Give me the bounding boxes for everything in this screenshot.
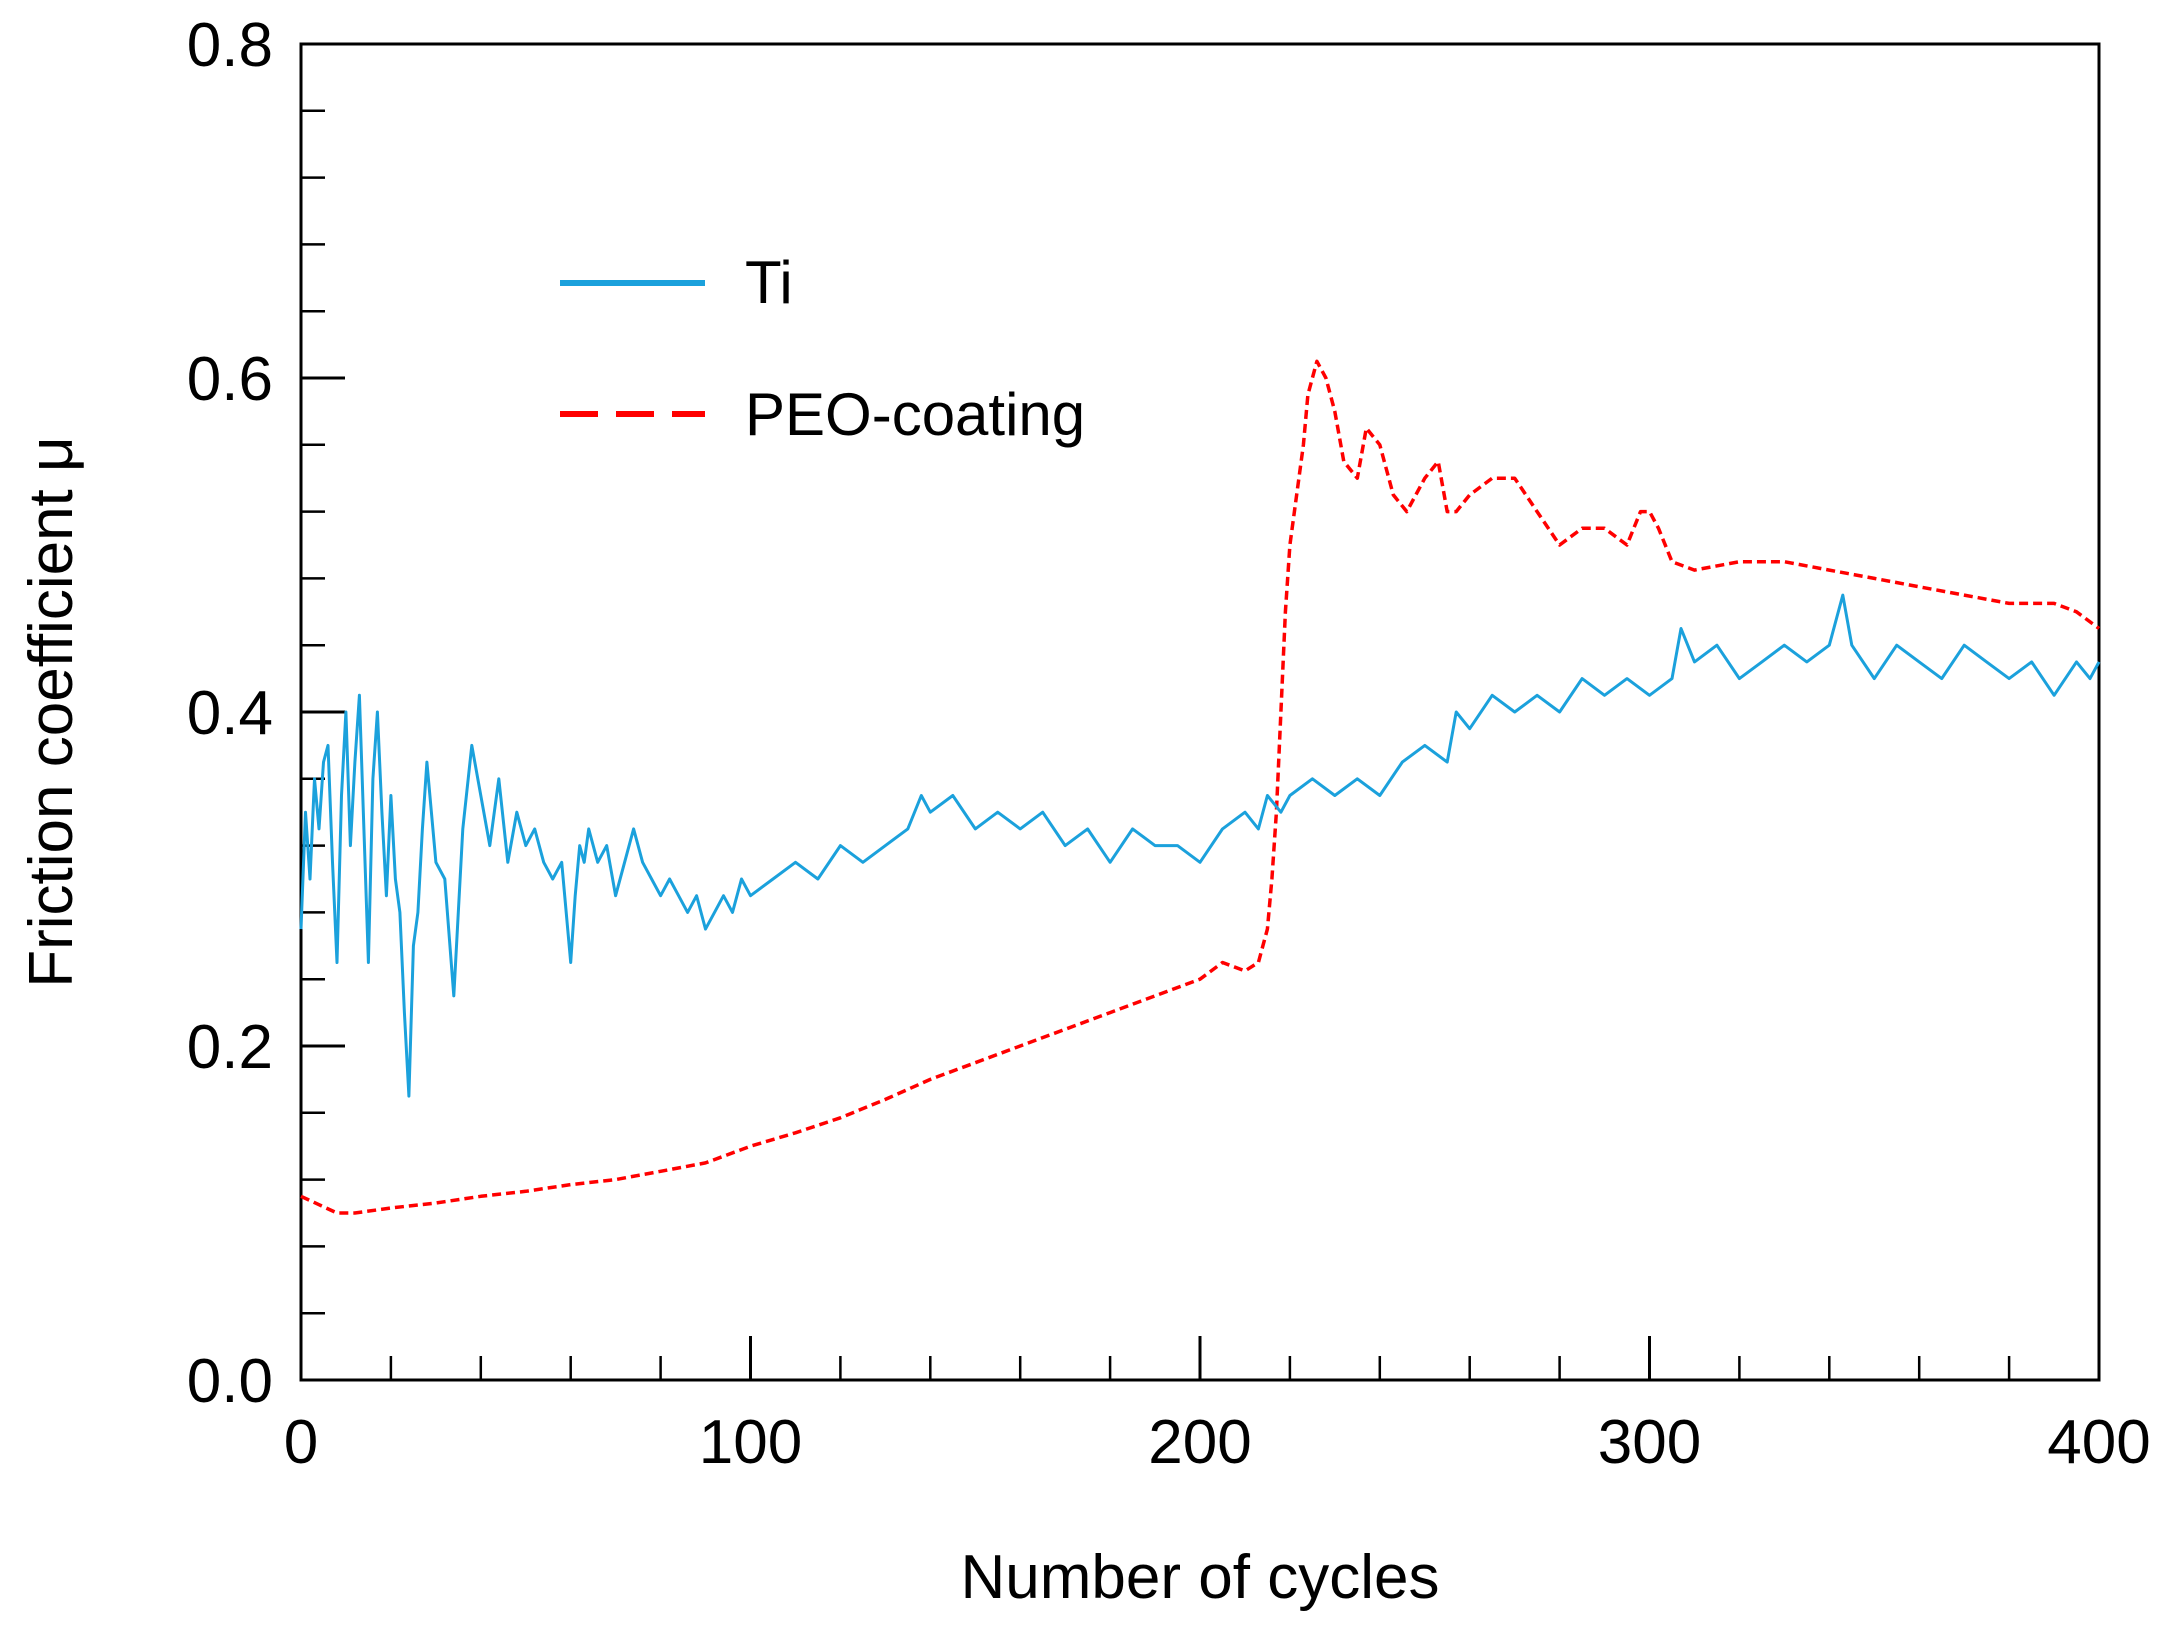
y-axis-title: Friction coefficient μ (17, 436, 86, 987)
x-tick-label: 300 (1598, 1408, 1701, 1477)
x-tick-label: 0 (284, 1408, 318, 1477)
y-tick-label: 0.2 (187, 1013, 273, 1082)
y-tick-label: 0.4 (187, 679, 273, 748)
x-tick-label: 200 (1148, 1408, 1251, 1477)
plot-frame (299, 42, 2101, 1382)
legend-label-ti: Ti (745, 249, 793, 316)
x-tick-label: 400 (2047, 1408, 2150, 1477)
y-tick-label: 0.0 (187, 1347, 273, 1416)
x-tick-label: 100 (699, 1408, 802, 1477)
minor-ticks (301, 109, 2011, 1380)
y-tick-label: 0.6 (187, 345, 273, 414)
y-tick-labels: 0.0 0.2 0.4 0.6 0.8 (187, 11, 273, 1416)
legend: Ti PEO-coating (560, 249, 1085, 448)
series-layer (299, 359, 2101, 1215)
legend-label-peo-coating: PEO-coating (745, 381, 1085, 448)
major-ticks (299, 42, 2101, 1382)
x-axis-title: Number of cycles (961, 1543, 1440, 1612)
x-tick-labels: 0 100 200 300 400 (284, 1408, 2151, 1477)
series-line-peo-coating (300, 359, 2101, 1215)
y-tick-label: 0.8 (187, 11, 273, 80)
series-line-ti (299, 593, 2101, 1098)
